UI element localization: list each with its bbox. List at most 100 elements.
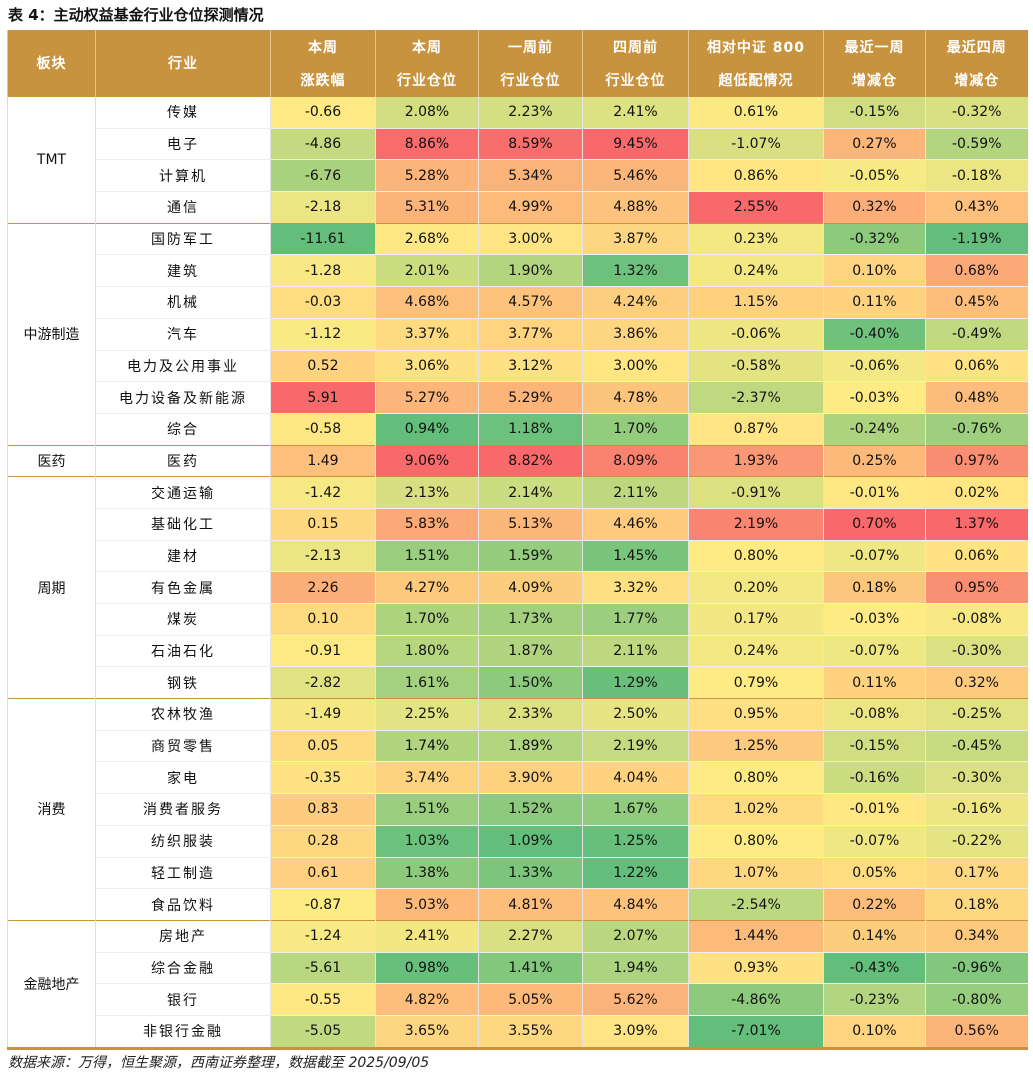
column-header: 行业仓位 — [478, 63, 583, 97]
value-cell: 1.77% — [582, 603, 689, 636]
source-note: 数据来源：万得，恒生聚源，西南证券整理，数据截至 2025/09/05 — [8, 1055, 430, 1071]
column-header: 最近四周 — [925, 30, 1028, 63]
value-cell: -0.35 — [270, 761, 376, 794]
value-cell: 1.51% — [375, 539, 479, 572]
value-cell: 3.00% — [478, 222, 583, 255]
table-row: 金融地产 房地产 -1.24 2.41% 2.27% 2.07% 1.44% 0.14% 0.3… — [7, 919, 1028, 1049]
table-row: 电子 -4.86 8.86% 8.59% 9.45% -1.07% 0.27% -0.59% — [8, 127, 1028, 160]
value-cell: 9.06% — [375, 444, 479, 477]
value-cell: 0.28 — [270, 824, 376, 857]
value-cell: 3.90% — [478, 761, 583, 794]
value-cell: 1.32% — [582, 254, 689, 287]
value-cell: -0.05% — [823, 159, 926, 192]
value-cell: -0.07% — [823, 824, 926, 857]
value-cell: 5.03% — [375, 888, 479, 921]
value-cell: -0.03% — [823, 381, 926, 414]
value-cell: 1.49 — [270, 444, 376, 477]
value-cell: 0.43% — [925, 191, 1028, 224]
sector-cell: 金融地产 — [7, 919, 96, 1049]
table-row: 基础化工 0.15 5.83% 5.13% 4.46% 2.19% 0.70% 1.37% — [8, 507, 1028, 541]
value-cell: 4.68% — [375, 286, 479, 319]
value-cell: 8.86% — [375, 127, 479, 160]
value-cell: 2.27% — [478, 919, 583, 953]
table-row: 医药 医药 1.49 9.06% 8.82% 8.09% 1.93% 0.25% 0.97% — [7, 444, 1028, 477]
value-cell: 8.09% — [582, 444, 689, 477]
value-cell: -0.08% — [925, 603, 1028, 636]
industry-cell: 石油石化 — [95, 634, 271, 667]
column-header: 一周前 — [478, 30, 583, 63]
value-cell: -0.07% — [823, 634, 926, 667]
sector-cell: 消费 — [7, 698, 96, 921]
sector-cell: TMT — [7, 96, 96, 224]
value-cell: 0.17% — [688, 603, 824, 636]
value-cell: -1.42 — [270, 476, 376, 509]
value-cell: 0.80% — [688, 539, 824, 572]
value-cell: 1.61% — [375, 666, 479, 699]
value-cell: 0.61% — [688, 96, 824, 129]
value-cell: 0.17% — [925, 856, 1028, 889]
value-cell: -0.40% — [823, 317, 926, 350]
value-cell: 0.27% — [823, 127, 926, 160]
column-header: 增减仓 — [925, 63, 1028, 97]
value-cell: 4.27% — [375, 571, 479, 604]
table-row: 家电 -0.35 3.74% 3.90% 4.04% 0.80% -0.16% -0.30% — [8, 761, 1028, 794]
industry-cell: 综合金融 — [95, 951, 271, 984]
industry-cell: 商贸零售 — [95, 729, 271, 762]
value-cell: -0.08% — [823, 698, 926, 731]
value-cell: 3.37% — [375, 317, 479, 350]
industry-cell: 建筑 — [95, 254, 271, 287]
value-cell: 0.10 — [270, 603, 376, 636]
table-row: 电力设备及新能源 5.91 5.27% 5.29% 4.78% -2.37% -0.03% 0… — [8, 381, 1028, 414]
table-row: 煤炭 0.10 1.70% 1.73% 1.77% 0.17% -0.03% -0.08% — [8, 603, 1028, 636]
value-cell: 5.91 — [270, 381, 376, 414]
value-cell: 1.94% — [582, 951, 689, 984]
value-cell: 2.19% — [582, 729, 689, 762]
column-header: 相对中证 800 — [688, 30, 824, 63]
value-cell: 0.56% — [925, 1014, 1028, 1049]
value-cell: 1.73% — [478, 603, 583, 636]
value-cell: 4.24% — [582, 286, 689, 319]
column-header: 本周 — [270, 30, 376, 63]
value-cell: 2.13% — [375, 476, 479, 509]
table-row: 纺织服装 0.28 1.03% 1.09% 1.25% 0.80% -0.07% -0.22% — [8, 824, 1028, 857]
value-cell: 2.55% — [688, 191, 824, 224]
table-row: 石油石化 -0.91 1.80% 1.87% 2.11% 0.24% -0.07% -0.30… — [8, 634, 1028, 667]
table-row: 建材 -2.13 1.51% 1.59% 1.45% 0.80% -0.07% 0.06% — [8, 539, 1028, 572]
industry-cell: 电力设备及新能源 — [95, 381, 271, 414]
value-cell: 3.55% — [478, 1014, 583, 1049]
value-cell: 1.93% — [688, 444, 824, 477]
industry-cell: 有色金属 — [95, 571, 271, 604]
value-cell: -0.58 — [270, 412, 376, 446]
value-cell: -0.49% — [925, 317, 1028, 350]
value-cell: 1.45% — [582, 539, 689, 572]
value-cell: 8.82% — [478, 444, 583, 477]
table-row: 钢铁 -2.82 1.61% 1.50% 1.29% 0.79% 0.11% 0.32% — [8, 666, 1028, 699]
value-cell: 1.52% — [478, 793, 583, 826]
value-cell: 1.87% — [478, 634, 583, 667]
value-cell: -5.61 — [270, 951, 376, 984]
value-cell: -2.54% — [688, 888, 824, 921]
table-row: 消费 农林牧渔 -1.49 2.25% 2.33% 2.50% 0.95% -0.08% -0.… — [7, 698, 1028, 921]
value-cell: 0.11% — [823, 286, 926, 319]
value-cell: -0.18% — [925, 159, 1028, 192]
value-cell: 0.32% — [925, 666, 1028, 699]
value-cell: 0.23% — [688, 222, 824, 255]
value-cell: 5.28% — [375, 159, 479, 192]
table-row: 建筑 -1.28 2.01% 1.90% 1.32% 0.24% 0.10% 0.68% — [8, 254, 1028, 287]
value-cell: 0.98% — [375, 951, 479, 984]
value-cell: 0.45% — [925, 286, 1028, 319]
value-cell: 0.15 — [270, 507, 376, 541]
value-cell: 0.34% — [925, 919, 1028, 953]
value-cell: 5.27% — [375, 381, 479, 414]
table-row: 汽车 -1.12 3.37% 3.77% 3.86% -0.06% -0.40% -0.49% — [8, 317, 1028, 350]
value-cell: 2.14% — [478, 476, 583, 509]
value-cell: 0.80% — [688, 761, 824, 794]
value-cell: -0.91% — [688, 476, 824, 509]
value-cell: 5.05% — [478, 983, 583, 1016]
value-cell: 0.02% — [925, 476, 1028, 509]
value-cell: -2.82 — [270, 666, 376, 699]
industry-cell: 房地产 — [95, 919, 271, 953]
value-cell: 0.25% — [823, 444, 926, 477]
value-cell: -0.03 — [270, 286, 376, 319]
table-row: 周期 交通运输 -1.42 2.13% 2.14% 2.11% -0.91% -0.01% 0.… — [7, 476, 1028, 699]
